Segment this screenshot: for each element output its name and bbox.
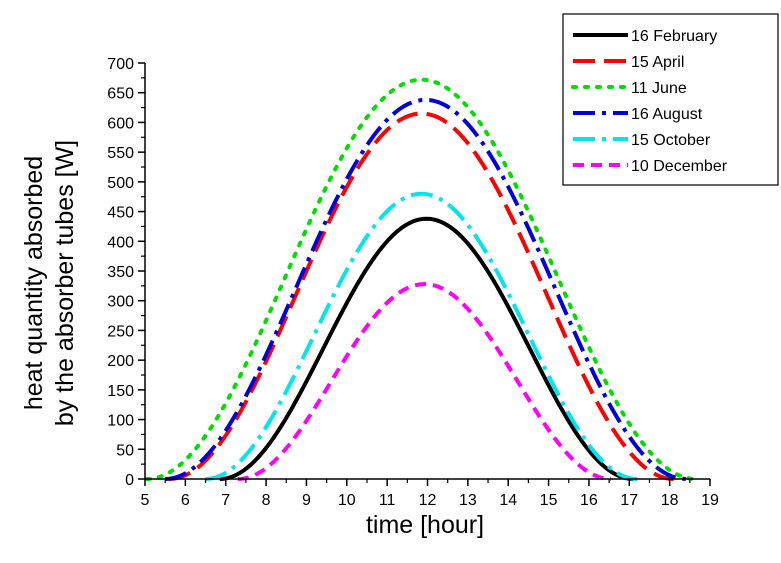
series-line-15-april — [169, 111, 674, 481]
series-line-16-february — [219, 216, 634, 481]
x-tick-label: 12 — [419, 492, 437, 509]
axes — [138, 62, 711, 486]
y-tick-label: 700 — [107, 56, 134, 73]
y-tick-label: 500 — [107, 175, 134, 192]
y-tick-label: 600 — [107, 115, 134, 132]
legend-label-15-october: 15 October — [631, 132, 711, 149]
y-tick-label: 400 — [107, 234, 134, 251]
x-tick-label: 19 — [701, 492, 719, 509]
x-tick-label: 17 — [620, 492, 638, 509]
plot-curves — [145, 77, 698, 481]
legend-box — [562, 13, 779, 186]
x-tick-label: 5 — [141, 492, 150, 509]
y-tick-label: 200 — [107, 353, 134, 370]
legend-label-16-february: 16 February — [631, 28, 717, 45]
y-tick-label: 50 — [116, 442, 134, 459]
x-tick-labels: 5 6 7 8 9 10 11 12 13 14 15 16 17 18 19 — [141, 492, 719, 509]
y-tick-label: 250 — [107, 323, 134, 340]
y-tick-label: 350 — [107, 264, 134, 281]
y-axis-title-line1: heat quantity absorbed — [20, 156, 48, 410]
series-line-11-june — [145, 77, 698, 481]
y-tick-label: 100 — [107, 413, 134, 430]
y-tick-label: 0 — [125, 472, 134, 489]
x-tick-label: 16 — [580, 492, 598, 509]
series-line-15-october — [205, 191, 638, 481]
legend: 16 February 15 April 11 June 16 August 15 Oc… — [562, 13, 779, 186]
y-tick-label: 650 — [107, 86, 134, 103]
x-tick-label: 10 — [338, 492, 356, 509]
y-tick-label: 450 — [107, 205, 134, 222]
x-tick-label: 9 — [302, 492, 311, 509]
legend-label-15-april: 15 April — [631, 54, 684, 71]
x-tick-label: 18 — [661, 492, 679, 509]
series-line-16-august — [165, 97, 686, 481]
y-tick-label: 150 — [107, 383, 134, 400]
x-tick-label: 13 — [459, 492, 477, 509]
x-tick-label: 14 — [499, 492, 517, 509]
legend-label-16-august: 16 August — [631, 106, 703, 123]
legend-label-10-december: 10 December — [631, 158, 728, 175]
x-tick-label: 11 — [379, 492, 396, 509]
legend-label-11-june: 11 June — [631, 80, 687, 97]
x-tick-label: 6 — [181, 492, 190, 509]
y-tick-labels: 0 50 100 150 200 250 300 350 400 450 500 550 600 650 7… — [107, 56, 134, 489]
y-axis-title-line2: by the absorber tubes [W] — [51, 140, 79, 426]
y-tick-label: 300 — [107, 294, 134, 311]
x-tick-label: 15 — [540, 492, 558, 509]
x-tick-label: 8 — [262, 492, 271, 509]
x-axis-title: time [hour] — [366, 511, 484, 539]
y-tick-label: 550 — [107, 145, 134, 162]
x-tick-label: 7 — [221, 492, 230, 509]
series-line-10-december — [237, 282, 612, 481]
